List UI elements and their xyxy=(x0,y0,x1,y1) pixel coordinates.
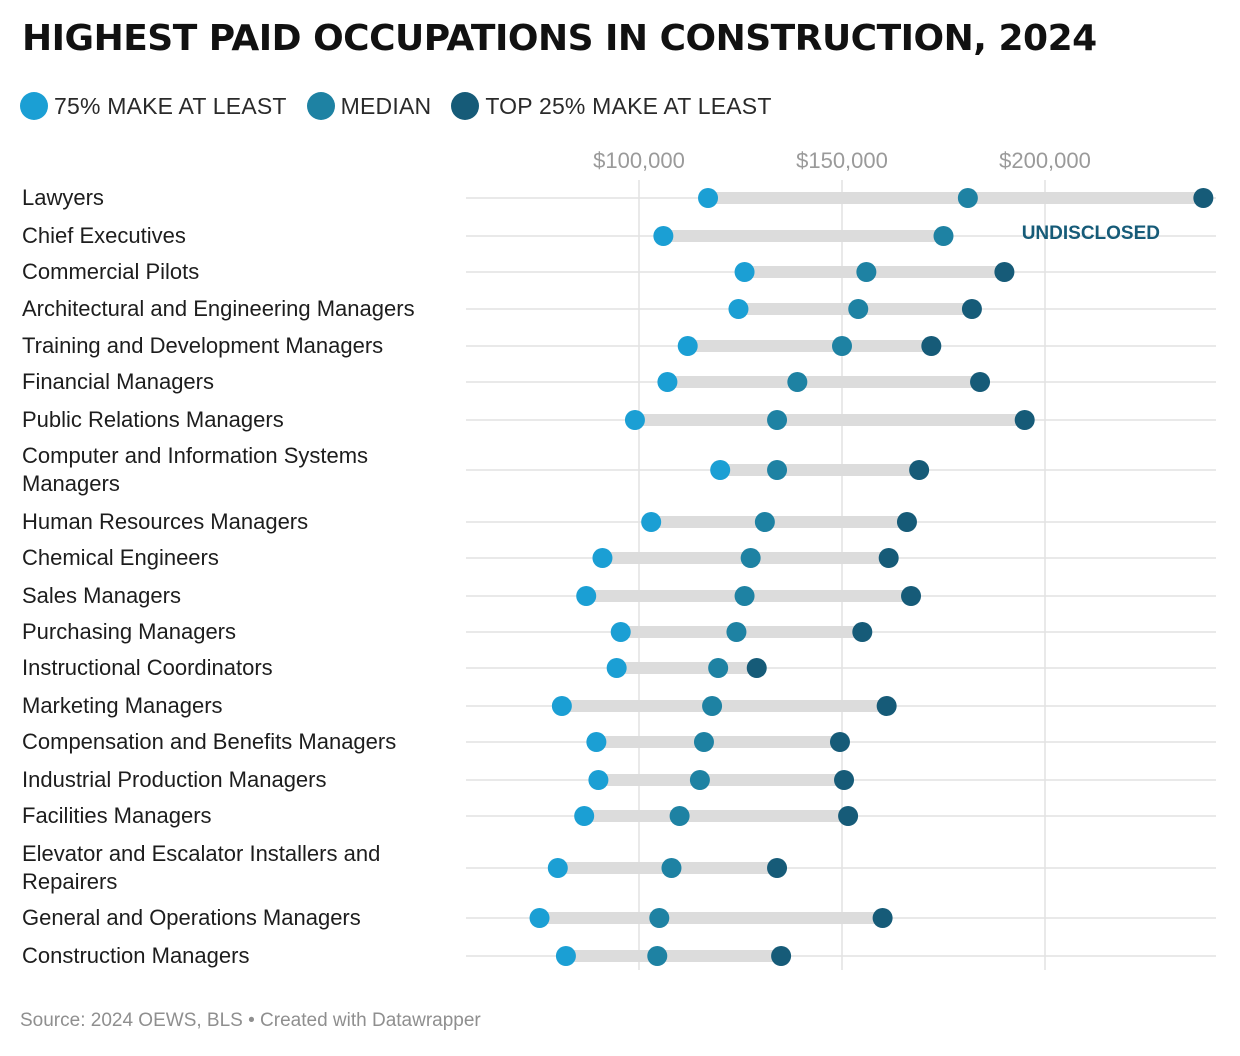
dot-top-25-percent-purchasing-managers xyxy=(852,622,873,642)
row-label-general-and-operations-managers: General and Operations Managers xyxy=(22,905,361,930)
legend: 75% MAKE AT LEAST MEDIAN TOP 25% MAKE AT… xyxy=(20,90,792,122)
source-note: Source: 2024 OEWS, BLS • Created with Da… xyxy=(20,1010,481,1031)
x-tick-label: $150,000 xyxy=(796,148,888,173)
dot-median-training-and-development-managers xyxy=(832,336,852,356)
dot-median-instructional-coordinators xyxy=(708,658,729,678)
dot-median-elevator-and-escalator-installers-and-repairers xyxy=(661,858,682,878)
dot-75-percent-sales-managers xyxy=(576,586,597,606)
dot-median-chief-executives xyxy=(933,226,954,246)
dot-75-percent-financial-managers xyxy=(657,372,678,392)
row-label-chief-executives: Chief Executives xyxy=(22,223,186,248)
dot-median-human-resources-managers xyxy=(754,512,775,532)
x-tick-label: $200,000 xyxy=(999,148,1091,173)
dot-75-percent-compensation-and-benefits-managers xyxy=(586,732,607,752)
dot-75-percent-public-relations-managers xyxy=(624,410,645,430)
row-label-marketing-managers: Marketing Managers xyxy=(22,693,223,718)
row-label-training-and-development-managers: Training and Development Managers xyxy=(22,333,384,358)
dot-top-25-percent-compensation-and-benefits-managers xyxy=(829,732,850,752)
dot-median-chemical-engineers xyxy=(740,548,761,568)
row-label-commercial-pilots: Commercial Pilots xyxy=(22,259,200,284)
note-label-chief-executives: UNDISCLOSED xyxy=(1022,223,1160,244)
row-label-compensation-and-benefits-managers: Compensation and Benefits Managers xyxy=(22,729,397,754)
dot-top-25-percent-industrial-production-managers xyxy=(834,770,855,790)
dot-median-compensation-and-benefits-managers xyxy=(693,732,714,752)
dot-top-25-percent-sales-managers xyxy=(901,586,922,606)
row-label-sales-managers: Sales Managers xyxy=(22,583,181,608)
row-label-elevator-and-escalator-installers-and-repairers: Elevator and Escalator Installers and Re… xyxy=(22,841,381,894)
dot-75-percent-lawyers xyxy=(698,188,719,208)
dot-median-purchasing-managers xyxy=(726,622,747,642)
dot-median-construction-managers xyxy=(647,946,668,966)
dot-75-percent-general-and-operations-managers xyxy=(529,908,550,928)
row-label-facilities-managers: Facilities Managers xyxy=(22,803,212,828)
dot-median-financial-managers xyxy=(787,372,808,392)
dot-top-25-percent-instructional-coordinators xyxy=(746,658,767,678)
row-label-human-resources-managers: Human Resources Managers xyxy=(22,509,309,534)
row-label-lawyers: Lawyers xyxy=(22,185,104,210)
legend-label-75-percent: 75% MAKE AT LEAST xyxy=(54,92,287,119)
legend-item-median: MEDIAN xyxy=(306,92,432,120)
dot-75-percent-chief-executives xyxy=(653,226,674,246)
dot-top-25-percent-public-relations-managers xyxy=(1014,410,1035,430)
dot-top-25-percent-computer-and-information-systems-managers xyxy=(909,460,930,480)
dot-top-25-percent-construction-managers xyxy=(771,946,792,966)
dot-top-25-percent-elevator-and-escalator-installers-and-repairers xyxy=(767,858,788,878)
dot-median-lawyers xyxy=(957,188,978,208)
row-label-industrial-production-managers: Industrial Production Managers xyxy=(22,767,327,792)
row-label-computer-and-information-systems-managers: Computer and Information Systems Manager… xyxy=(22,443,369,496)
dot-75-percent-human-resources-managers xyxy=(641,512,662,532)
x-tick-label: $100,000 xyxy=(593,148,685,173)
dot-top-25-percent-architectural-and-engineering-managers xyxy=(961,299,982,319)
dot-75-percent-chemical-engineers xyxy=(592,548,613,568)
dot-75-percent-construction-managers xyxy=(555,946,576,966)
chart-title: HIGHEST PAID OCCUPATIONS IN CONSTRUCTION… xyxy=(22,18,1097,59)
dot-75-percent-architectural-and-engineering-managers xyxy=(728,299,749,319)
legend-item-75-percent: 75% MAKE AT LEAST xyxy=(20,92,287,120)
dot-median-facilities-managers xyxy=(669,806,690,826)
dot-range-plot: $100,000 $150,000 $200,000 UNDISCLOSED xyxy=(466,148,1216,970)
row-label-financial-managers: Financial Managers xyxy=(22,369,214,394)
dot-median-commercial-pilots xyxy=(856,262,877,282)
row-label-purchasing-managers: Purchasing Managers xyxy=(22,619,237,644)
dot-top-25-percent-facilities-managers xyxy=(838,806,859,826)
dot-median-sales-managers xyxy=(734,586,755,606)
dot-median-industrial-production-managers xyxy=(689,770,710,790)
dot-75-percent-instructional-coordinators xyxy=(606,658,627,678)
dot-75-percent-elevator-and-escalator-installers-and-repairers xyxy=(547,858,568,878)
row-label-instructional-coordinators: Instructional Coordinators xyxy=(22,655,273,680)
dot-75-percent-training-and-development-managers xyxy=(677,336,698,356)
dot-median-public-relations-managers xyxy=(767,410,788,430)
dot-75-percent-facilities-managers xyxy=(574,806,595,826)
dot-median-general-and-operations-managers xyxy=(649,908,670,928)
legend-swatch-top-25-percent xyxy=(451,92,480,120)
legend-item-top-25-percent: TOP 25% MAKE AT LEAST xyxy=(451,92,771,120)
row-label-architectural-and-engineering-managers: Architectural and Engineering Managers xyxy=(22,296,415,321)
dot-median-computer-and-information-systems-managers xyxy=(767,460,788,480)
dot-75-percent-commercial-pilots xyxy=(734,262,755,282)
dot-top-25-percent-training-and-development-managers xyxy=(921,336,942,356)
legend-label-top-25-percent: TOP 25% MAKE AT LEAST xyxy=(485,92,772,119)
row-label-chemical-engineers: Chemical Engineers xyxy=(22,545,219,570)
legend-swatch-75-percent xyxy=(20,92,48,120)
dot-75-percent-computer-and-information-systems-managers xyxy=(710,460,731,480)
dot-top-25-percent-chemical-engineers xyxy=(878,548,899,568)
dot-top-25-percent-financial-managers xyxy=(970,372,991,392)
legend-swatch-median xyxy=(306,92,335,120)
dot-median-architectural-and-engineering-managers xyxy=(848,299,869,319)
dot-top-25-percent-general-and-operations-managers xyxy=(872,908,893,928)
row-label-construction-managers: Construction Managers xyxy=(22,943,250,968)
dot-75-percent-marketing-managers xyxy=(551,696,572,716)
legend-label-median: MEDIAN xyxy=(340,92,432,119)
dot-75-percent-purchasing-managers xyxy=(610,622,631,642)
dot-top-25-percent-human-resources-managers xyxy=(896,512,917,532)
dot-top-25-percent-commercial-pilots xyxy=(994,262,1015,282)
dot-75-percent-industrial-production-managers xyxy=(588,770,609,790)
dot-top-25-percent-marketing-managers xyxy=(876,696,897,716)
row-label-public-relations-managers: Public Relations Managers xyxy=(22,407,284,432)
dot-top-25-percent-lawyers xyxy=(1193,188,1214,208)
dot-median-marketing-managers xyxy=(702,696,723,716)
